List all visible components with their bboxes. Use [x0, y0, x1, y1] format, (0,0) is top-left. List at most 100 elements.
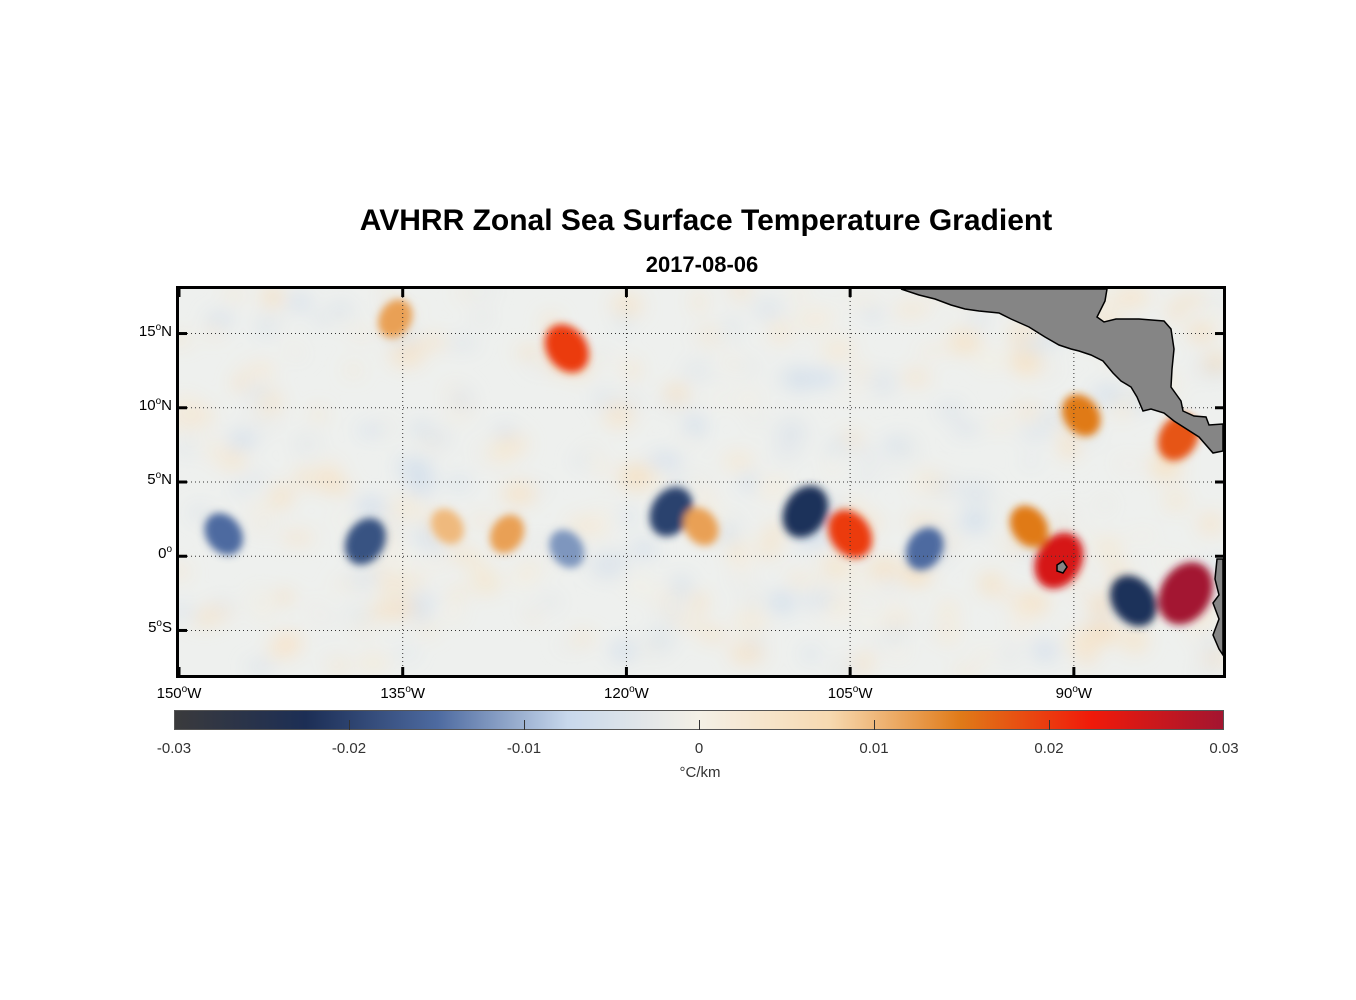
texture-speckle: [366, 563, 382, 580]
texture-speckle: [685, 469, 711, 491]
texture-speckle: [467, 552, 487, 576]
texture-speckle: [422, 427, 451, 449]
texture-speckle: [1153, 555, 1188, 569]
texture-speckle: [1194, 660, 1222, 675]
texture-speckle: [656, 601, 684, 625]
chart-title: AVHRR Zonal Sea Surface Temperature Grad…: [359, 204, 1053, 237]
colorbar-tick-label: 0.02: [1034, 740, 1064, 757]
texture-speckle: [1187, 323, 1215, 342]
texture-speckle: [382, 289, 396, 302]
texture-speckle: [356, 495, 386, 519]
texture-speckle: [223, 289, 245, 301]
texture-speckle: [525, 361, 553, 372]
x-tick-label: 105oW: [827, 684, 873, 702]
texture-speckle: [1031, 640, 1059, 661]
texture-speckle: [772, 443, 802, 461]
gradient-feature: [431, 508, 464, 545]
gradient-feature: [1009, 505, 1049, 548]
texture-speckle: [726, 290, 753, 299]
texture-speckle: [946, 534, 966, 545]
texture-speckle: [220, 450, 247, 470]
x-tick-label: 150oW: [156, 684, 202, 702]
texture-speckle: [934, 620, 961, 646]
texture-speckle: [387, 528, 402, 542]
texture-speckle: [266, 644, 294, 660]
land-south-america: [1212, 558, 1223, 657]
texture-speckle: [379, 416, 393, 439]
texture-speckle: [521, 536, 556, 555]
texture-speckle: [395, 576, 428, 586]
texture-speckle: [232, 375, 249, 391]
texture-speckle: [389, 342, 425, 368]
texture-speckle: [618, 464, 654, 490]
texture-speckle: [626, 360, 640, 381]
texture-speckle: [1166, 312, 1183, 322]
texture-speckle: [450, 387, 473, 412]
texture-speckle: [206, 311, 235, 328]
gradient-feature: [905, 527, 944, 571]
texture-speckle: [866, 557, 901, 579]
colorbar-tick-mark: [1049, 720, 1050, 730]
y-tick-label: 0o: [158, 544, 172, 563]
texture-speckle: [322, 652, 344, 671]
land-central-america: [900, 289, 1223, 454]
texture-speckle: [1205, 353, 1223, 372]
colorbar-tick-mark: [699, 720, 700, 730]
texture-speckle: [385, 546, 413, 570]
texture-speckle: [427, 561, 446, 571]
texture-speckle: [768, 590, 796, 615]
texture-speckle: [592, 390, 613, 407]
texture-speckle: [884, 576, 899, 596]
texture-speckle: [822, 556, 851, 571]
texture-speckle: [684, 414, 706, 438]
colorbar-units: °C/km: [679, 764, 721, 781]
texture-speckle: [625, 576, 656, 597]
texture-speckle: [321, 313, 358, 326]
texture-speckle: [516, 346, 541, 358]
texture-speckle: [631, 541, 658, 557]
texture-speckle: [180, 431, 203, 454]
texture-speckle: [410, 420, 430, 438]
texture-speckle: [971, 306, 987, 331]
texture-speckle: [690, 592, 709, 612]
texture-speckle: [854, 578, 870, 595]
texture-speckle: [328, 302, 353, 317]
x-tick-label: 135oW: [380, 684, 426, 702]
texture-speckle: [725, 464, 751, 473]
colorbar-tick-mark: [874, 720, 875, 730]
texture-speckle: [246, 513, 282, 538]
texture-speckle: [1114, 289, 1146, 309]
texture-speckle: [901, 564, 933, 586]
texture-speckle: [211, 598, 234, 613]
texture-speckle: [979, 572, 1002, 596]
texture-speckle: [733, 608, 768, 634]
texture-speckle: [863, 651, 877, 662]
texture-speckle: [895, 438, 919, 465]
texture-speckle: [1163, 489, 1190, 512]
texture-speckle: [983, 504, 1020, 514]
texture-speckle: [789, 571, 805, 586]
texture-speckle: [535, 563, 560, 572]
texture-speckle: [594, 524, 608, 539]
texture-speckle: [1082, 623, 1114, 634]
texture-speckle: [904, 302, 935, 315]
texture-speckle: [952, 424, 981, 434]
texture-speckle: [884, 598, 905, 619]
texture-speckle: [794, 309, 830, 332]
gradient-feature: [1110, 575, 1157, 627]
texture-speckle: [1059, 433, 1080, 460]
texture-speckle: [609, 639, 638, 662]
texture-speckle: [645, 637, 667, 657]
texture-speckle: [974, 350, 1006, 371]
texture-speckle: [670, 574, 692, 599]
texture-speckle: [256, 312, 284, 331]
texture-speckle: [808, 369, 838, 387]
texture-speckle: [488, 440, 516, 464]
texture-speckle: [179, 607, 198, 616]
colorbar-tick-label: -0.03: [156, 740, 192, 757]
texture-speckle: [313, 315, 329, 325]
texture-speckle: [1003, 644, 1018, 666]
texture-speckle: [245, 661, 275, 673]
gradient-feature: [344, 518, 386, 565]
gradient-feature: [649, 487, 693, 537]
